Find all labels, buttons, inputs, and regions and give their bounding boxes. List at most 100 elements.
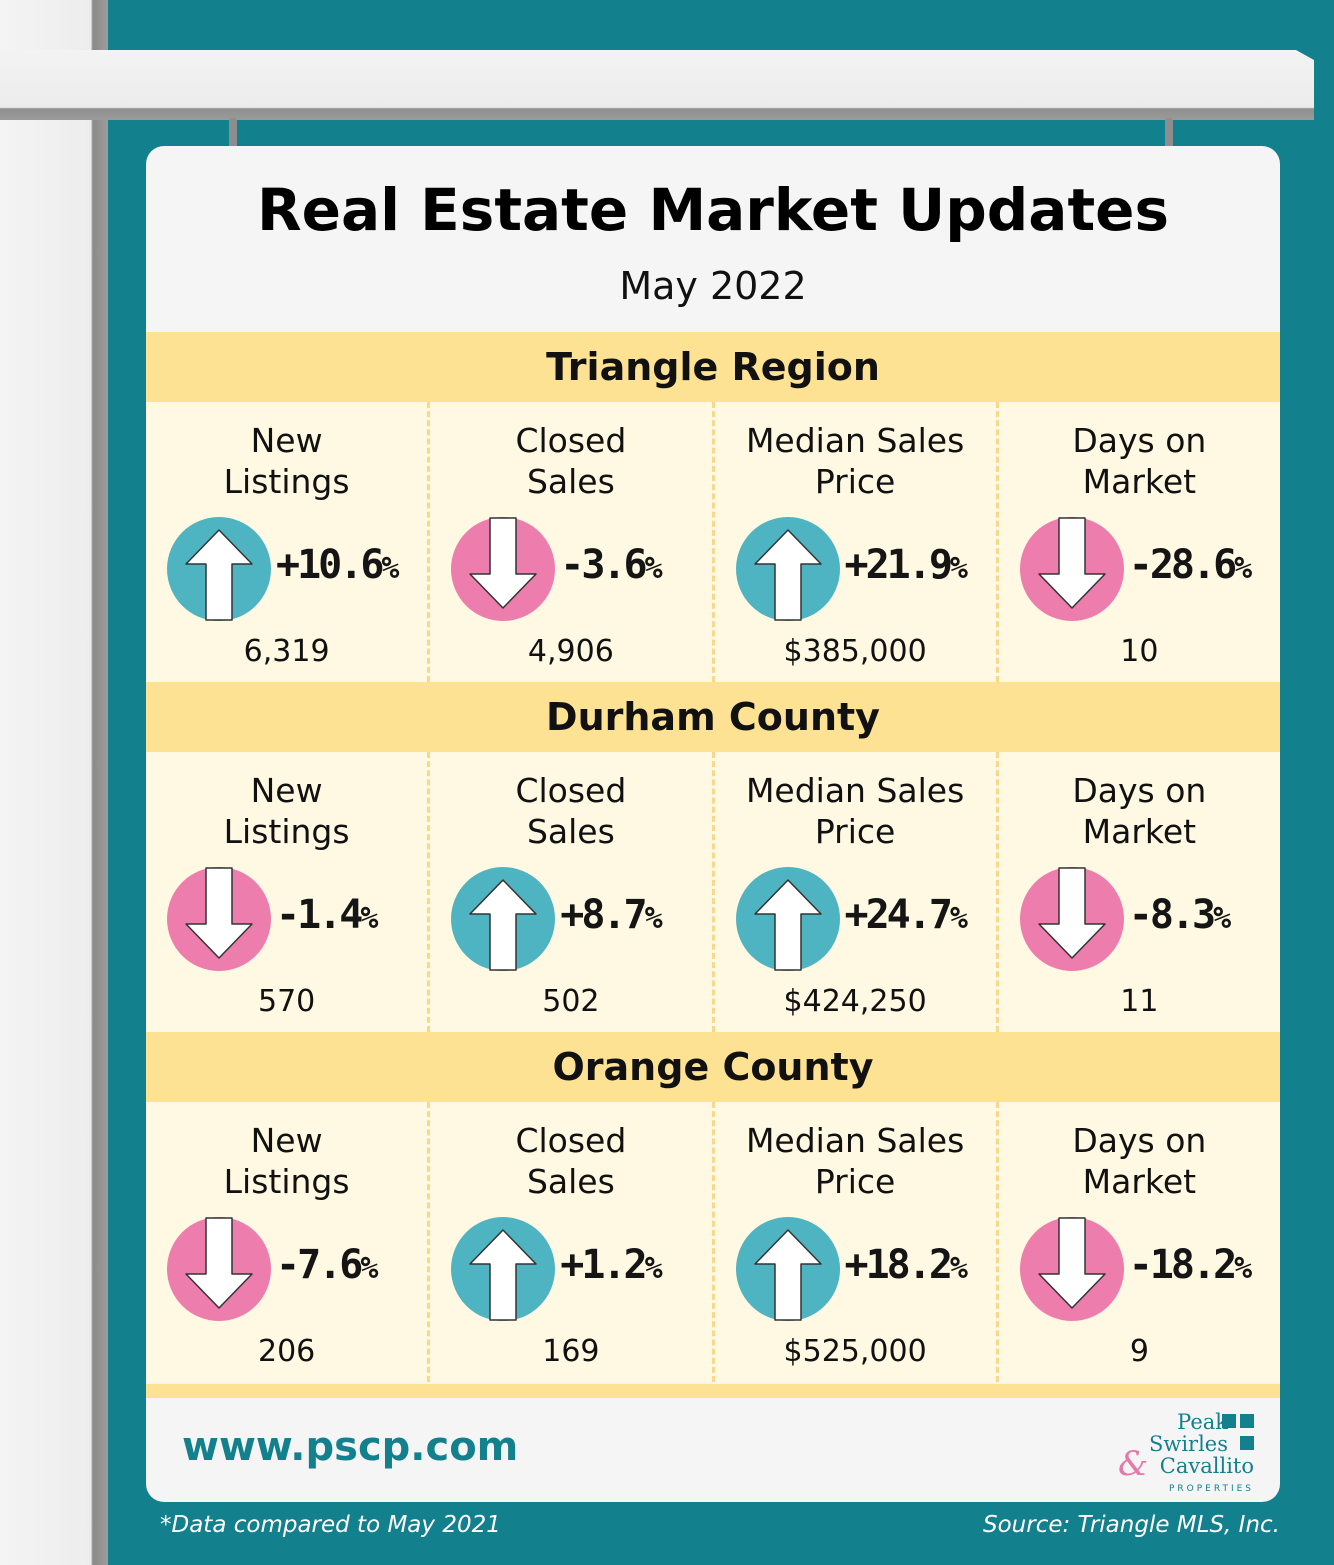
region-header: Triangle Region xyxy=(146,332,1280,402)
metric-cell: Days on Market -28.6% 10 xyxy=(995,402,1280,682)
percent-symbol: % xyxy=(360,1251,379,1286)
percent-change: -7.6% xyxy=(276,1242,378,1288)
trend-up-indicator xyxy=(735,516,841,622)
metric-label: Closed Sales xyxy=(515,421,627,501)
percent-change-value: +18.2 xyxy=(844,1242,953,1288)
arrow-up-icon xyxy=(167,517,271,621)
percent-change-value: -28.6 xyxy=(1128,542,1237,588)
metric-cell: Days on Market -8.3% 11 xyxy=(995,752,1280,1032)
percent-symbol: % xyxy=(381,551,400,586)
trend-up-indicator xyxy=(735,1216,841,1322)
metric-value: 6,319 xyxy=(243,634,330,669)
bottom-divider xyxy=(146,1384,1280,1398)
metric-cell: Median Sales Price +21.9% $385,000 xyxy=(711,402,996,682)
arrow-down-icon xyxy=(1019,867,1124,971)
percent-symbol: % xyxy=(949,901,968,936)
metric-label: Median Sales Price xyxy=(745,1121,965,1201)
metric-value: 206 xyxy=(257,1334,316,1369)
company-logo: Peak Swirles & Cavallito PROPERTIES xyxy=(1116,1410,1256,1496)
logo-ampersand: & xyxy=(1118,1444,1149,1484)
metric-label: Closed Sales xyxy=(515,1121,627,1201)
logo-text-properties: PROPERTIES xyxy=(1168,1484,1254,1494)
trend-down-indicator xyxy=(166,1216,272,1322)
metric-cell: New Listings -1.4% 570 xyxy=(146,752,427,1032)
percent-change: +18.2% xyxy=(845,1242,968,1288)
arrow-up-icon xyxy=(451,867,556,971)
percent-change: +8.7% xyxy=(560,892,662,938)
metric-value: 4,906 xyxy=(527,634,614,669)
metric-cell: Days on Market -18.2% 9 xyxy=(995,1102,1280,1382)
percent-change-value: -8.3 xyxy=(1128,892,1216,938)
arrow-down-icon xyxy=(1019,517,1124,621)
region-metrics: New Listings +10.6% 6,319 Closed Sales -3.6%… xyxy=(146,402,1280,682)
trend-up-indicator xyxy=(450,1216,556,1322)
percent-change-value: +21.9 xyxy=(844,542,953,588)
trend-down-indicator xyxy=(166,866,272,972)
signpost-pole xyxy=(0,0,108,1565)
arrow-up-icon xyxy=(735,867,840,971)
metric-cell: New Listings -7.6% 206 xyxy=(146,1102,427,1382)
region-metrics: New Listings -1.4% 570 Closed Sales +8.7% 502… xyxy=(146,752,1280,1032)
trend-up-indicator xyxy=(450,866,556,972)
metric-label: New Listings xyxy=(223,1121,350,1201)
percent-change: -28.6% xyxy=(1129,542,1252,588)
percent-symbol: % xyxy=(949,551,968,586)
metric-cell: Closed Sales -3.6% 4,906 xyxy=(427,402,711,682)
metric-cell: Median Sales Price +24.7% $424,250 xyxy=(711,752,996,1032)
percent-symbol: % xyxy=(1234,1251,1253,1286)
percent-change-value: +10.6 xyxy=(276,542,384,588)
percent-change-value: -1.4 xyxy=(276,892,363,938)
metric-label: New Listings xyxy=(223,771,350,851)
percent-symbol: % xyxy=(949,1251,968,1286)
logo-text-swirles: Swirles xyxy=(1148,1432,1228,1456)
percent-change-value: +8.7 xyxy=(560,892,647,938)
arrow-up-icon xyxy=(735,1217,840,1321)
arrow-down-icon xyxy=(451,517,556,621)
metric-label: New Listings xyxy=(223,421,350,501)
metric-value: 10 xyxy=(1120,634,1159,669)
arrow-down-icon xyxy=(167,867,271,971)
logo-text-peak: Peak xyxy=(1177,1410,1228,1434)
percent-change: -1.4% xyxy=(276,892,378,938)
region-header: Orange County xyxy=(146,1032,1280,1102)
logo-square-icon xyxy=(1240,1414,1254,1428)
sign-board: Real Estate Market Updates May 2022 Tria… xyxy=(146,146,1280,1502)
metric-label: Closed Sales xyxy=(515,771,627,851)
metric-label: Median Sales Price xyxy=(745,771,965,851)
footnote-comparison: *Data compared to May 2021 xyxy=(160,1512,501,1538)
percent-change: +24.7% xyxy=(845,892,968,938)
percent-symbol: % xyxy=(360,901,379,936)
arrow-up-icon xyxy=(735,517,840,621)
trend-up-indicator xyxy=(166,516,272,622)
percent-change: +10.6% xyxy=(276,542,399,588)
percent-symbol: % xyxy=(1234,551,1253,586)
arrow-down-icon xyxy=(167,1217,271,1321)
page-subtitle: May 2022 xyxy=(619,264,807,308)
region-metrics: New Listings -7.6% 206 Closed Sales +1.2% 169… xyxy=(146,1102,1280,1382)
percent-change-value: -7.6 xyxy=(276,1242,363,1288)
signpost-arm xyxy=(0,50,1314,120)
percent-change-value: +24.7 xyxy=(844,892,953,938)
metric-value: $385,000 xyxy=(783,634,927,669)
metric-value: 169 xyxy=(542,1334,600,1369)
percent-change: +1.2% xyxy=(560,1242,662,1288)
percent-change: -3.6% xyxy=(560,542,662,588)
percent-change: -18.2% xyxy=(1129,1242,1252,1288)
metric-value: 570 xyxy=(257,984,316,1019)
trend-down-indicator xyxy=(1019,516,1125,622)
metric-cell: Closed Sales +8.7% 502 xyxy=(427,752,711,1032)
logo-text-cavallito: Cavallito xyxy=(1159,1454,1254,1478)
percent-change-value: -3.6 xyxy=(560,542,647,588)
percent-symbol: % xyxy=(1213,901,1232,936)
percent-change-value: +1.2 xyxy=(560,1242,647,1288)
logo-square-icon xyxy=(1240,1436,1254,1450)
metric-label: Median Sales Price xyxy=(745,421,965,501)
percent-change: +21.9% xyxy=(845,542,968,588)
metric-value: $424,250 xyxy=(783,984,927,1019)
metric-label: Days on Market xyxy=(1072,421,1207,501)
region-header: Durham County xyxy=(146,682,1280,752)
trend-up-indicator xyxy=(735,866,841,972)
percent-symbol: % xyxy=(644,901,663,936)
metric-label: Days on Market xyxy=(1072,1121,1207,1201)
website-link[interactable]: www.pscp.com xyxy=(182,1424,519,1470)
